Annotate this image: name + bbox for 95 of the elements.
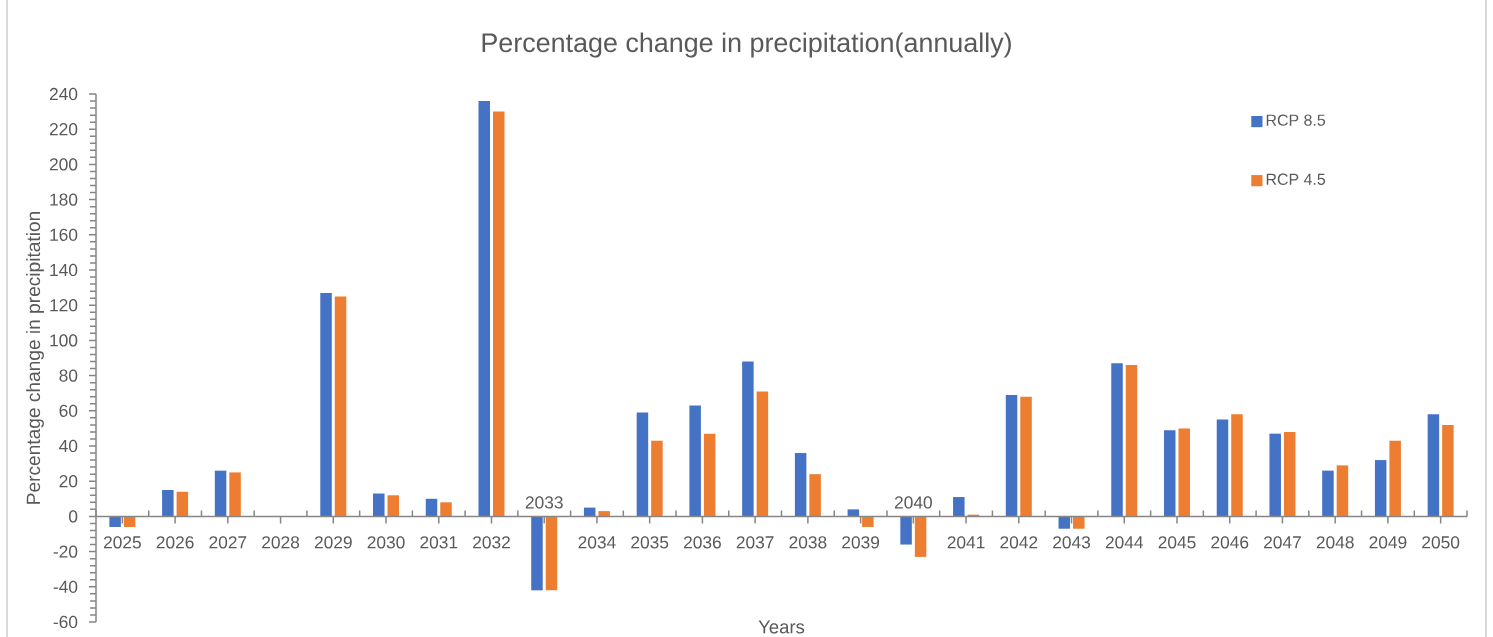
bar — [1163, 430, 1176, 517]
bar — [373, 493, 385, 517]
bar — [1178, 428, 1190, 517]
bar — [109, 516, 121, 527]
y-tick-label: 20 — [59, 475, 78, 488]
bar — [1020, 396, 1032, 517]
bar — [900, 516, 912, 545]
bar — [545, 516, 558, 591]
y-tick-label: 40 — [59, 439, 78, 453]
bar — [440, 502, 452, 517]
x-tick-label: 2043 — [1053, 536, 1091, 549]
bar — [756, 391, 769, 517]
x-tick-label: 2041 — [947, 536, 985, 549]
bar — [492, 111, 505, 517]
y-tick-label: 0 — [69, 510, 78, 523]
y-tick-label: 120 — [50, 299, 78, 312]
bar — [1005, 394, 1018, 517]
y-tick-label: 160 — [50, 228, 78, 241]
x-tick-label: 2050 — [1422, 536, 1460, 549]
x-tick-label: 2027 — [209, 536, 247, 549]
bar — [953, 497, 965, 517]
x-tick-label: 2049 — [1369, 536, 1407, 549]
bar — [123, 516, 136, 527]
bar — [794, 453, 807, 517]
bar — [1073, 516, 1085, 529]
bar — [1111, 363, 1123, 517]
x-tick-label: 2033 — [525, 496, 563, 509]
y-tick-label: -60 — [53, 615, 78, 629]
bar — [531, 516, 543, 591]
y-tick-label: 140 — [50, 263, 78, 277]
bar — [162, 490, 174, 517]
x-tick-label: 2026 — [156, 536, 194, 549]
legend-label: RCP 8.5 — [1266, 114, 1326, 126]
bar — [1427, 414, 1440, 517]
bar — [809, 474, 821, 517]
bar — [862, 516, 874, 527]
bar — [1125, 365, 1138, 517]
y-tick-label: 220 — [49, 123, 78, 136]
y-axis-title: Percentage change in precipitation — [26, 212, 44, 504]
bar — [320, 292, 332, 517]
x-tick-label: 2028 — [262, 536, 300, 549]
bar — [176, 491, 189, 517]
legend-label: RCP 4.5 — [1266, 173, 1326, 185]
x-tick-label: 2044 — [1105, 536, 1144, 549]
bar — [1058, 516, 1071, 529]
bar — [1322, 470, 1334, 517]
bar — [636, 412, 649, 517]
x-tick-label: 2030 — [367, 536, 405, 549]
bar — [334, 296, 347, 517]
bar — [229, 472, 241, 517]
bar — [425, 498, 438, 517]
chart-title: Percentage change in precipitation(annually) — [482, 32, 1011, 58]
x-tick-label: 2040 — [894, 496, 932, 509]
y-tick-label: -20 — [53, 545, 78, 558]
x-tick-label: 2038 — [789, 536, 827, 549]
x-tick-label: 2042 — [1000, 536, 1038, 549]
y-tick-label: 100 — [50, 334, 78, 347]
bar — [847, 509, 860, 517]
bar — [1283, 431, 1296, 517]
bar — [1336, 465, 1349, 517]
x-tick-label: 2029 — [314, 536, 352, 549]
bar — [214, 470, 227, 517]
bar — [651, 440, 663, 517]
y-tick-label: -40 — [53, 580, 78, 593]
x-tick-label: 2045 — [1158, 536, 1196, 549]
y-tick-label: 80 — [59, 369, 78, 382]
x-tick-label: 2025 — [103, 536, 141, 549]
y-tick-label: 180 — [50, 193, 78, 206]
bar — [742, 361, 754, 517]
x-tick-label: 2039 — [842, 536, 880, 549]
x-tick-label: 2035 — [631, 536, 669, 549]
x-axis-title: Years — [758, 620, 805, 634]
bar — [1231, 414, 1243, 517]
x-tick-label: 2037 — [736, 536, 774, 549]
x-tick-label: 2036 — [684, 536, 721, 549]
x-tick-label: 2048 — [1316, 536, 1354, 549]
bar — [1442, 424, 1454, 517]
x-tick-label: 2031 — [420, 536, 458, 549]
bar — [703, 433, 716, 517]
bar — [1216, 419, 1229, 517]
y-tick-label: 240 — [49, 87, 78, 101]
bar — [598, 511, 610, 517]
bar — [478, 101, 490, 517]
bar — [1374, 460, 1387, 517]
x-tick-label: 2032 — [473, 536, 510, 549]
y-tick-label: 200 — [49, 158, 78, 171]
x-tick-label: 2034 — [578, 536, 616, 549]
bar — [689, 405, 701, 517]
x-tick-label: 2047 — [1264, 536, 1301, 549]
bar — [1389, 440, 1401, 517]
y-tick-label: 60 — [59, 404, 78, 417]
bar — [1269, 433, 1281, 517]
bar — [387, 495, 400, 517]
x-tick-label: 2046 — [1211, 536, 1249, 549]
bar — [914, 516, 927, 557]
